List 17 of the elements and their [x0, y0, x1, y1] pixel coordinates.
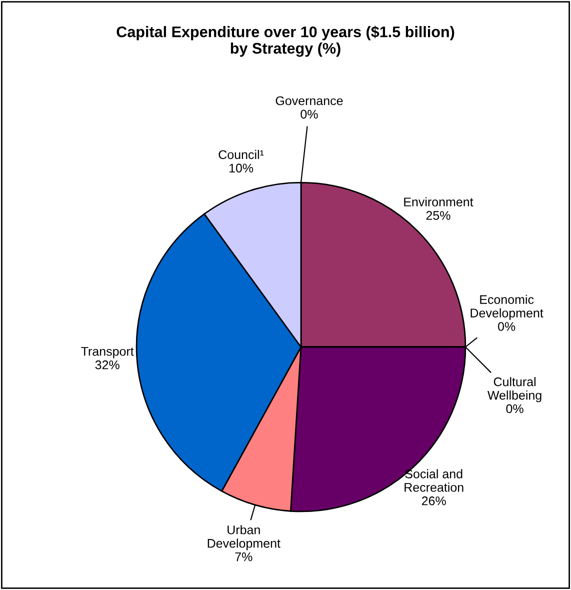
data-label: 10% — [229, 164, 254, 173]
text: 0% — [300, 110, 318, 119]
text: 0% — [506, 404, 524, 414]
slice-label: Urban Development — [208, 525, 280, 550]
text: 0% — [498, 322, 516, 331]
slice-label: Environment — [404, 197, 474, 206]
slice-label: Council¹ — [218, 150, 264, 160]
slice-label: Transport — [81, 347, 134, 358]
slice-label: Social and Recreation — [404, 469, 464, 492]
chart-title: Capital Expenditure over 10 years ($1.5 billion) by Strategy (%) — [116, 26, 454, 57]
legend-label: Cultural Wellbeing — [488, 377, 542, 402]
data-label: 7% — [235, 552, 252, 562]
category-label: Governance — [276, 96, 343, 106]
data-label: 25% — [426, 211, 450, 220]
data-label: 32% — [95, 360, 120, 370]
data-label: 26% — [422, 496, 446, 506]
category-label: Economic Development — [470, 294, 544, 320]
